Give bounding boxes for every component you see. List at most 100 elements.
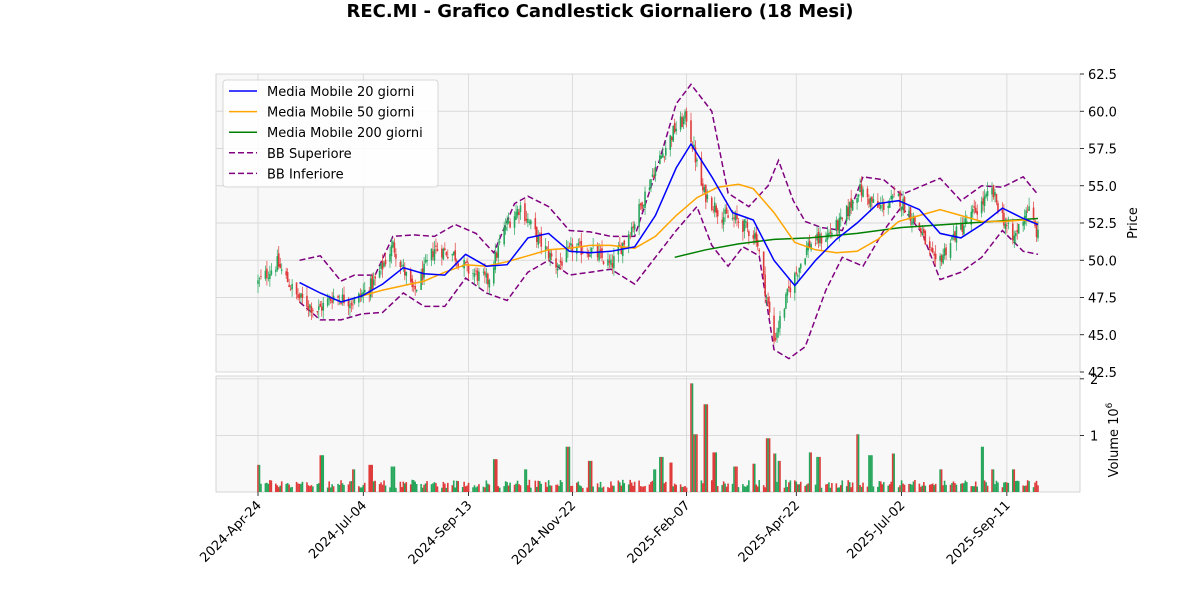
candle-body [857, 194, 860, 197]
volume-bar [497, 486, 500, 492]
volume-bar [638, 480, 640, 492]
candle-body [835, 220, 838, 231]
candle-body [581, 252, 584, 254]
candle-body [675, 128, 677, 132]
candle-body [712, 209, 715, 211]
candle-body [1014, 233, 1017, 237]
volume-bar [799, 481, 802, 492]
candle-body [487, 273, 489, 285]
volume-bar [841, 480, 844, 492]
volume-bar [897, 487, 900, 492]
candle-body [713, 202, 716, 212]
volume-bar [455, 480, 458, 492]
volume-bar [568, 446, 571, 492]
volume-bar [888, 484, 891, 492]
volume-bar [961, 483, 964, 492]
candle-body [280, 269, 283, 271]
candle-body [546, 247, 548, 249]
candle-body [513, 216, 516, 228]
volume-bar [611, 485, 614, 492]
volume-bar [423, 484, 425, 492]
candle-body [267, 277, 270, 279]
volume-bar [829, 487, 832, 492]
candle-body [362, 291, 365, 295]
volume-bar [266, 482, 268, 492]
volume-bar [320, 455, 323, 492]
volume-bar [381, 484, 384, 492]
volume-bar [359, 487, 362, 492]
candle-body [856, 197, 858, 203]
volume-bar [835, 483, 838, 492]
volume-bar [317, 483, 320, 492]
candle-body [690, 120, 692, 143]
volume-bar [433, 482, 436, 492]
volume-bar [848, 482, 851, 492]
volume-bar [651, 480, 654, 492]
volume-bar [752, 463, 755, 492]
candle-body [795, 272, 798, 274]
candle-body [295, 282, 298, 295]
candle-body [897, 193, 900, 197]
volume-bar [882, 482, 885, 492]
volume-bar [753, 463, 756, 492]
candle-body [909, 207, 912, 222]
volume-bar [955, 484, 958, 492]
candle-body [814, 243, 817, 245]
volume-bar [1001, 487, 1004, 492]
candle-body [599, 249, 602, 252]
volume-bar [1023, 485, 1026, 492]
candle-body [576, 247, 578, 254]
volume-bar [607, 487, 609, 492]
volume-bar [684, 486, 686, 492]
volume-bar [702, 483, 704, 492]
volume-bar [326, 487, 329, 492]
chart-title: REC.MI - Grafico Candlestick Giornaliero… [346, 1, 853, 22]
candle-body [986, 190, 989, 197]
candle-body [420, 271, 422, 290]
legend-label: Media Mobile 20 giorni [267, 85, 414, 100]
candle-body [530, 220, 532, 225]
volume-bar [810, 452, 812, 492]
candle-body [445, 251, 448, 256]
volume-bar [673, 483, 676, 492]
volume-bar [322, 455, 325, 492]
volume-bar [845, 486, 848, 492]
volume-bar [412, 480, 415, 492]
candle-body [869, 197, 872, 207]
volume-bar [745, 486, 747, 492]
candle-body [589, 255, 591, 257]
candle-body [679, 116, 682, 130]
candle-body [902, 199, 904, 209]
volume-bar [632, 485, 634, 492]
volume-bar [920, 486, 922, 492]
candle-body [880, 204, 882, 209]
volume-bar [298, 483, 301, 492]
volume-bar [934, 483, 937, 492]
volume-bar [923, 482, 925, 492]
volume-bar [914, 479, 916, 492]
volume-bar [765, 438, 768, 492]
candle-body [352, 304, 354, 306]
volume-bar [590, 460, 593, 492]
candle-body [848, 201, 851, 216]
volume-bar [633, 481, 636, 492]
candle-body [1011, 223, 1014, 241]
volume-bar [280, 481, 283, 492]
ma200-line [674, 217, 1039, 259]
candle-body [799, 263, 802, 269]
volume-bar [976, 486, 979, 492]
volume-bar [589, 460, 591, 492]
volume-bar [685, 487, 688, 492]
volume-bar [447, 482, 449, 492]
volume-bar [507, 485, 510, 492]
volume-bar [866, 486, 869, 492]
candle-body [995, 193, 998, 203]
x-tick-label: 2024-Sep-13 [406, 498, 476, 568]
volume-bar [992, 469, 995, 492]
candle-body [991, 188, 993, 195]
volume-bar [378, 483, 381, 492]
candle-body [659, 155, 661, 164]
volume-bar [755, 484, 758, 492]
volume-bar [599, 481, 602, 492]
